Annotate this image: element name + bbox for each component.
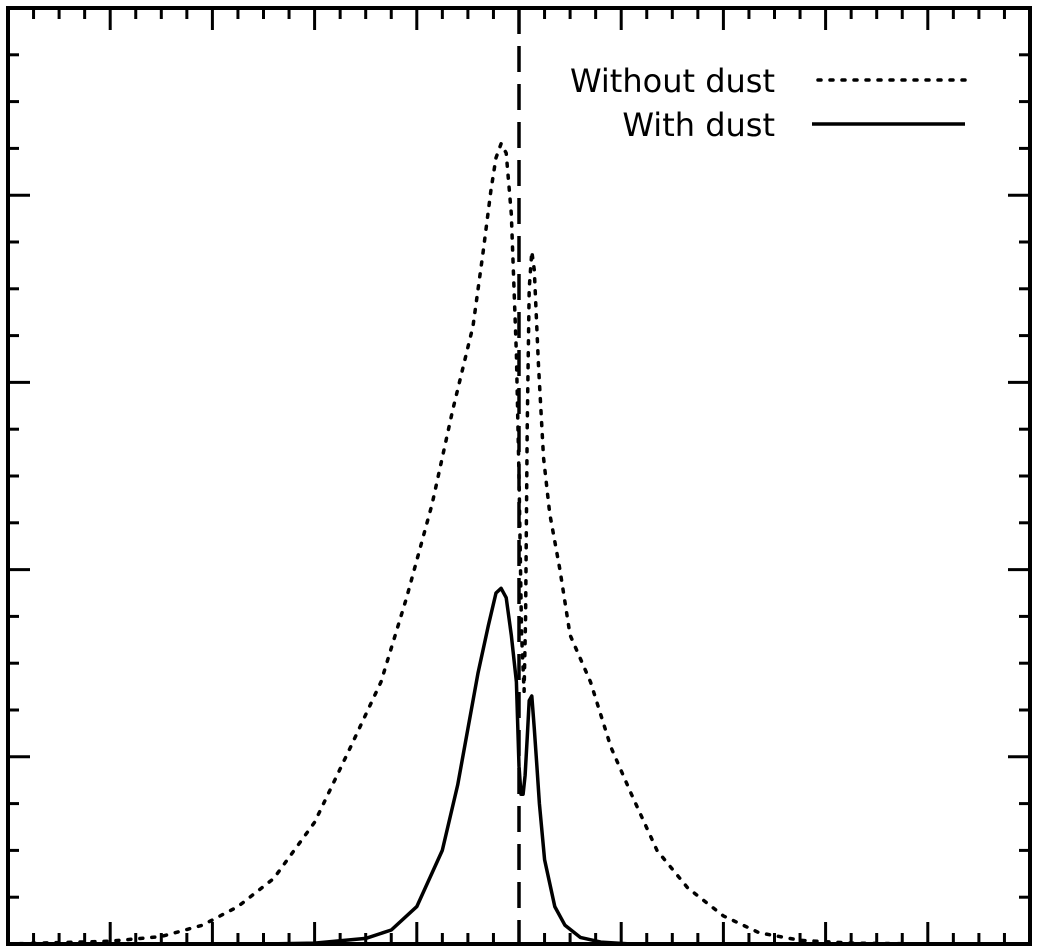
series-line-without-dust xyxy=(6,141,1032,946)
legend-label-without-dust: Without dust xyxy=(570,62,775,100)
legend: Without dust With dust xyxy=(570,62,967,144)
legend-label-with-dust: With dust xyxy=(622,106,775,144)
plot-frame xyxy=(6,6,1032,946)
series-layer xyxy=(6,141,1032,946)
series-line-with-dust xyxy=(8,586,1030,946)
